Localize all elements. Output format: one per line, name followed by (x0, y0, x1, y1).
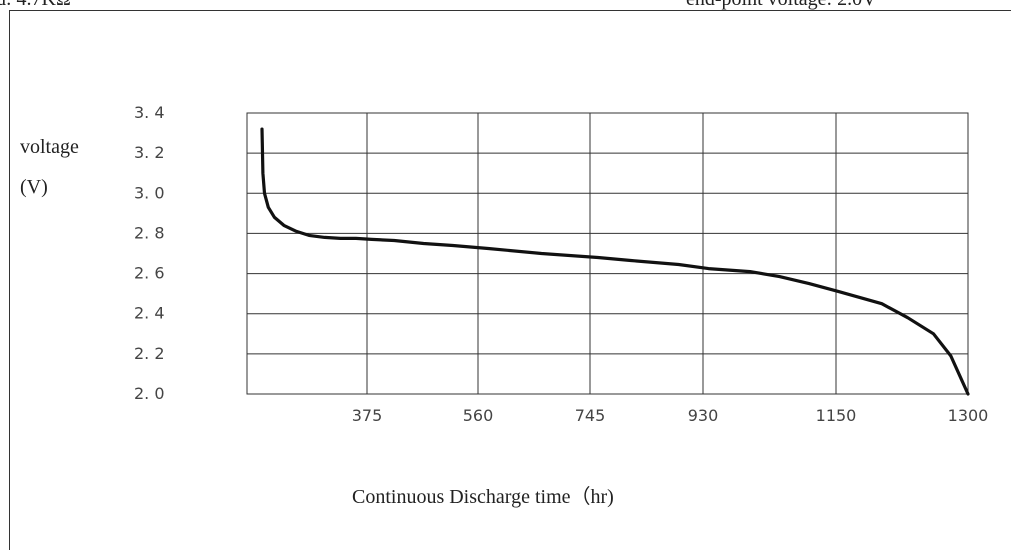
y-tick-label: 3. 4 (134, 103, 165, 122)
y-tick-label: 3. 2 (134, 143, 165, 162)
x-tick-label: 560 (463, 406, 494, 425)
discharge-curve (260, 127, 970, 396)
x-tick-labels: 375 560 745 930 1150 1300 (352, 406, 989, 425)
x-tick-label: 1150 (816, 406, 857, 425)
y-axis-label-voltage: voltage (20, 136, 79, 158)
x-tick-label: 745 (575, 406, 606, 425)
x-tick-label: 1300 (948, 406, 989, 425)
load-condition-text: d: 4.7KΩ (0, 0, 71, 11)
y-tick-label: 2. 6 (134, 264, 165, 283)
x-axis-label: Continuous Discharge time（hr) (352, 486, 614, 508)
y-tick-labels: 3. 4 3. 2 3. 0 2. 8 2. 6 2. 4 2. 2 2. 0 (134, 103, 165, 403)
y-tick-label: 2. 4 (134, 304, 165, 323)
plot-border (246, 112, 969, 395)
y-tick-label: 2. 2 (134, 344, 165, 363)
y-axis-label-unit: (V) (20, 176, 48, 198)
x-tick-label: 375 (352, 406, 383, 425)
chart-frame (9, 10, 1011, 550)
x-tick-label: 930 (688, 406, 719, 425)
y-tick-label: 2. 0 (134, 384, 165, 403)
end-point-voltage-text: end-point voltage: 2.0V (686, 0, 877, 11)
y-tick-label: 3. 0 (134, 183, 165, 202)
grid-lines (246, 112, 969, 395)
y-tick-label: 2. 8 (134, 223, 165, 242)
